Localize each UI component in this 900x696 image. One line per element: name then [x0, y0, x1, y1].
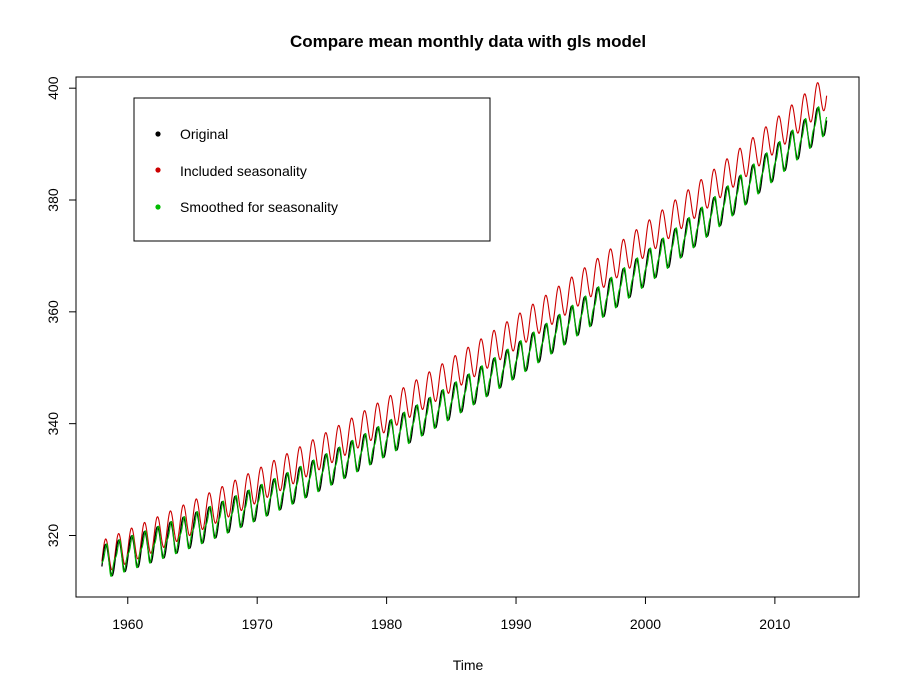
- x-tick-label: 1990: [500, 616, 531, 632]
- x-axis: 1960 1970 1980 1990 2000 2010: [112, 596, 791, 632]
- x-tick-label: 2000: [630, 616, 661, 632]
- x-axis-label: Time: [453, 657, 484, 673]
- y-tick-label: 400: [45, 76, 61, 100]
- x-tick-label: 1980: [371, 616, 402, 632]
- y-tick-label: 360: [45, 300, 61, 324]
- x-tick-label: 2010: [759, 616, 790, 632]
- series-smoothed-line: [101, 106, 828, 577]
- x-tick-label: 1970: [242, 616, 273, 632]
- series-included-seasonality-line: [101, 82, 828, 571]
- x-tick-label: 1960: [112, 616, 143, 632]
- legend-label-included-seasonality: Included seasonality: [180, 163, 307, 179]
- series-layer: [101, 82, 828, 577]
- legend-marker-original: [155, 131, 161, 137]
- y-tick-label: 320: [45, 524, 61, 548]
- legend-label-smoothed: Smoothed for seasonality: [180, 199, 338, 215]
- legend-marker-included-seasonality: [155, 167, 161, 173]
- legend-box: [133, 97, 491, 242]
- y-tick-label: 340: [45, 412, 61, 436]
- chart-title: Compare mean monthly data with gls model: [290, 32, 646, 51]
- legend-marker-smoothed: [155, 204, 161, 210]
- legend: Original Included seasonality Smoothed f…: [133, 97, 491, 242]
- y-axis: 320 340 360 380 400: [45, 76, 77, 548]
- y-tick-label: 380: [45, 188, 61, 212]
- legend-label-original: Original: [180, 126, 228, 142]
